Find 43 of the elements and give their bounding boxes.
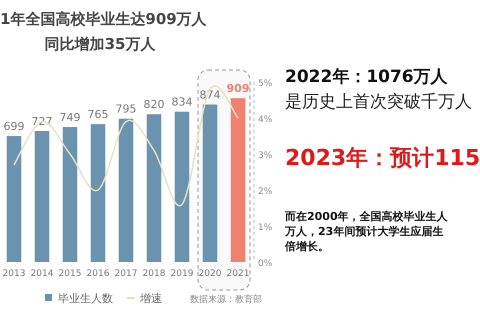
bar: [62, 127, 78, 262]
x-tick-label: 2018: [142, 269, 166, 279]
x-tick-label: 2020: [198, 269, 222, 279]
text: 是历史上首次突破千万人: [285, 92, 472, 112]
x-tick-label: 2019: [170, 269, 194, 279]
x-tick-label: 2016: [86, 269, 110, 279]
x-tick-label: 2013: [2, 269, 26, 279]
x-tick-label: 2015: [58, 269, 82, 279]
text: 2022年：1076万人: [285, 67, 449, 87]
x-tick-label: 2021: [226, 269, 250, 279]
data-label: 834: [172, 96, 192, 109]
data-label: 909: [226, 82, 250, 96]
chart-title: 1年全国高校毕业生达909万人: [0, 10, 208, 28]
legend-label: 增速: [139, 292, 162, 305]
bar: [202, 104, 218, 262]
text: 倍增长。: [284, 240, 329, 253]
data-label: 699: [4, 120, 24, 134]
bar: [146, 114, 162, 262]
data-label: 765: [88, 108, 108, 122]
text: 万人，23年间预计大学生应届生: [284, 225, 444, 238]
text: 2023年：预计115: [285, 146, 480, 171]
y2-tick-label: 3%: [258, 151, 273, 161]
chart-subtitle: 同比增加35万人: [44, 35, 156, 53]
x-tick-label: 2017: [114, 269, 138, 279]
y2-tick-label: 1%: [258, 223, 273, 233]
data-label: 874: [200, 88, 220, 102]
text: 而在2000年，全国高校毕业生人: [284, 210, 449, 223]
y2-tick-label: 4%: [258, 115, 273, 125]
bar: [90, 124, 106, 262]
data-label: 749: [60, 111, 80, 124]
x-tick-label: 2014: [30, 269, 54, 279]
bar: [230, 98, 246, 262]
legend-label: 毕业生人数: [58, 292, 113, 305]
y2-tick-label: 2%: [258, 187, 273, 197]
y2-tick-label: 5%: [258, 79, 273, 89]
y2-tick-label: 0%: [258, 259, 273, 269]
bar: [174, 112, 190, 262]
data-label: 795: [116, 102, 136, 116]
data-label: 820: [144, 98, 164, 112]
bar: [118, 118, 134, 262]
bar: [34, 130, 50, 262]
bar: [6, 136, 22, 262]
source-note: 数据来源：教育部: [190, 294, 262, 305]
